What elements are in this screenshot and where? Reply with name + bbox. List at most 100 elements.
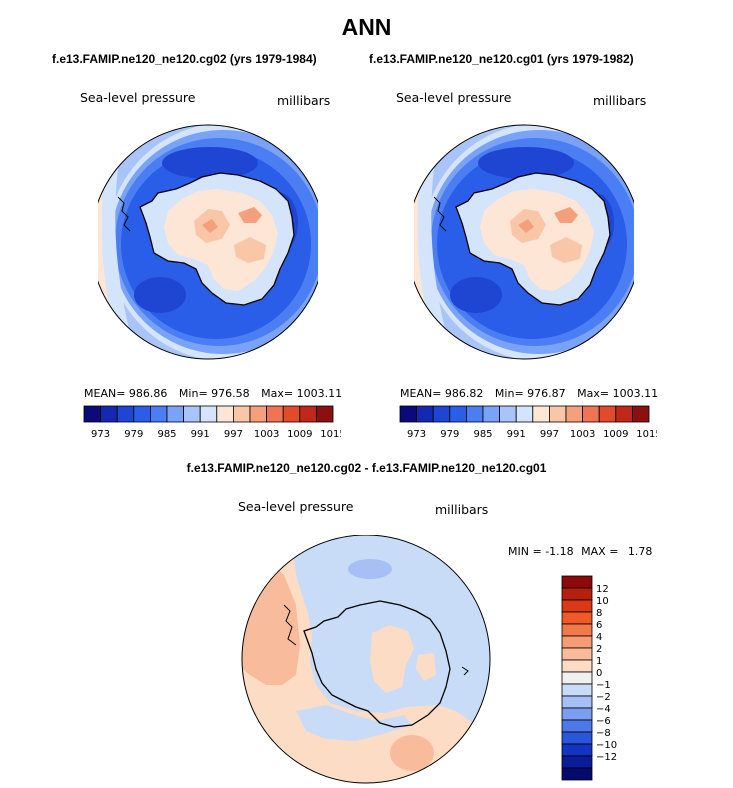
diff-colorbar-tick-label: −1 [596, 680, 611, 691]
diff-colorbar-swatch [561, 635, 593, 649]
colorbar-tick-label: 979 [124, 429, 143, 440]
colorbar-swatch [83, 405, 102, 423]
diff-max-label: MAX = [581, 545, 619, 558]
left-colorbar: 973 979 985 991 997 1003 1009 1015 [83, 405, 341, 440]
diff-colorbar-tick-label: 10 [596, 596, 609, 607]
colorbar-tick-label: 997 [540, 429, 559, 440]
left-min-label: Min= [178, 387, 208, 400]
left-run-title: f.e13.FAMIP.ne120_ne120.cg02 (yrs 1979-1… [52, 52, 317, 66]
diff-min-value: -1.18 [545, 545, 574, 558]
diff-colorbar-tick-label: −8 [596, 728, 611, 739]
left-mean-value: 986.86 [128, 387, 168, 400]
colorbar-swatch [482, 405, 501, 423]
colorbar-tick-label: 985 [157, 429, 176, 440]
left-max-value: 1003.11 [296, 387, 343, 400]
colorbar-swatch [299, 405, 317, 423]
left-min-value: 976.58 [211, 387, 250, 400]
diff-units-label: millibars [435, 502, 489, 517]
diff-colorbar-swatch [561, 719, 593, 733]
colorbar-tick-label: 985 [473, 429, 492, 440]
diff-colorbar-tick-label: −4 [596, 704, 611, 715]
right-units-label: millibars [593, 93, 647, 108]
colorbar-tick-label: 1003 [570, 429, 595, 440]
colorbar-swatch [100, 405, 118, 423]
diff-colorbar-swatch [561, 611, 593, 625]
right-mean-label: MEAN= [400, 387, 442, 400]
colorbar-tick-label: 979 [440, 429, 459, 440]
colorbar-swatch [615, 405, 633, 423]
difference-title: f.e13.FAMIP.ne120_ne120.cg02 - f.e13.FAM… [186, 461, 547, 475]
diff-colorbar-tick-label: 6 [596, 620, 602, 631]
diff-colorbar-swatch [561, 647, 593, 661]
right-max-label: Max= [577, 387, 610, 400]
colorbar-swatch [166, 405, 185, 423]
colorbar-tick-label: 1015 [636, 429, 657, 440]
diff-colorbar-tick-label: 12 [596, 584, 609, 595]
colorbar-tick-label: 1009 [287, 429, 312, 440]
right-min-label: Min= [494, 387, 524, 400]
diff-colorbar-swatch [561, 755, 593, 769]
left-variable-label: Sea-level pressure [80, 90, 196, 105]
diff-colorbar-swatch [561, 575, 593, 589]
diff-colorbar-swatch [561, 767, 593, 781]
colorbar-swatch [183, 405, 201, 423]
diff-colorbar-swatch [561, 731, 593, 745]
right-run-title: f.e13.FAMIP.ne120_ne120.cg01 (yrs 1979-1… [369, 52, 634, 66]
colorbar-swatch [499, 405, 517, 423]
diff-colorbar-tick-label: 0 [596, 668, 602, 679]
diff-colorbar-tick-label: −2 [596, 692, 611, 703]
diff-min-max: MIN = -1.18 MAX = 1.78 [508, 545, 652, 558]
colorbar-swatch [432, 405, 451, 423]
diff-colorbar-tick-label: 8 [596, 608, 602, 619]
colorbar-tick-label: 1009 [603, 429, 628, 440]
left-max-label: Max= [261, 387, 294, 400]
colorbar-swatch [150, 405, 168, 423]
colorbar-swatch [282, 405, 301, 423]
right-min-value: 976.87 [527, 387, 566, 400]
colorbar-tick-label: 1015 [320, 429, 341, 440]
left-slp-map [98, 124, 318, 360]
left-stats: MEAN= 986.86 Min= 976.58 Max= 1003.11 [84, 387, 342, 400]
right-stats: MEAN= 986.82 Min= 976.87 Max= 1003.11 [400, 387, 658, 400]
page-title: ANN [341, 14, 392, 40]
colorbar-swatch [565, 405, 584, 423]
right-mean-value: 986.82 [444, 387, 484, 400]
colorbar-swatch [582, 405, 600, 423]
colorbar-tick-label: 973 [407, 429, 426, 440]
difference-map [241, 535, 491, 784]
diff-max-value: 1.78 [627, 545, 653, 558]
colorbar-swatch [548, 405, 567, 423]
diff-colorbar-swatch [561, 683, 593, 697]
colorbar-swatch [199, 405, 218, 423]
right-max-value: 1003.11 [612, 387, 659, 400]
diff-variable-label: Sea-level pressure [238, 499, 354, 514]
colorbar-swatch [133, 405, 151, 423]
colorbar-swatch [598, 405, 617, 423]
diff-colorbar-swatch [561, 695, 593, 709]
colorbar-tick-label: 991 [507, 429, 526, 440]
diff-colorbar-tick-label: −10 [596, 740, 617, 751]
colorbar-swatch [266, 405, 284, 423]
diff-colorbar-tick-label: −12 [596, 752, 617, 763]
diff-colorbar-tick-label: 4 [596, 632, 602, 643]
diff-colorbar-swatch [561, 707, 593, 721]
diff-colorbar-tick-label: −6 [596, 716, 611, 727]
right-colorbar: 973 979 985 991 997 1003 1009 1015 [399, 405, 657, 440]
diff-colorbar-swatch [561, 671, 593, 685]
left-mean-label: MEAN= [84, 387, 126, 400]
colorbar-swatch [216, 405, 234, 423]
colorbar-swatch [416, 405, 434, 423]
colorbar-swatch [631, 405, 650, 423]
diff-colorbar-tick-label: 1 [596, 656, 602, 667]
colorbar-tick-label: 991 [191, 429, 210, 440]
right-slp-map [414, 124, 634, 360]
diff-min-label: MIN = [508, 545, 542, 558]
diff-colorbar-tick-label: 2 [596, 644, 602, 655]
diff-colorbar-swatch [561, 659, 593, 673]
left-units-label: millibars [277, 93, 331, 108]
colorbar-swatch [449, 405, 467, 423]
colorbar-swatch [232, 405, 251, 423]
colorbar-tick-label: 997 [224, 429, 243, 440]
diff-colorbar-swatch [561, 587, 593, 601]
